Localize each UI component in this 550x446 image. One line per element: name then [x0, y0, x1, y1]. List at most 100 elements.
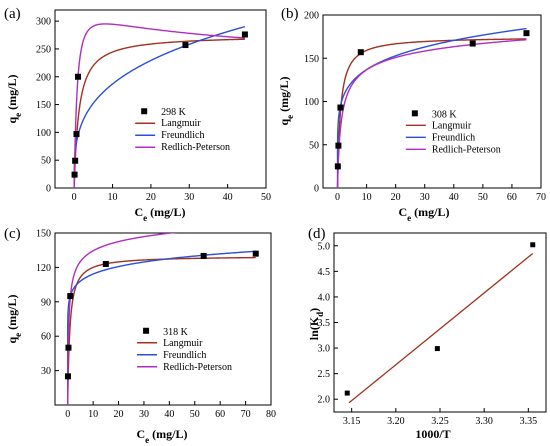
data-point	[357, 49, 364, 56]
legend-label: Langmuir	[432, 120, 472, 131]
x-tick-label: 30	[184, 192, 194, 203]
panel-label: (d)	[308, 226, 326, 242]
y-tick-label: 2.5	[318, 369, 331, 380]
data-point	[71, 171, 78, 178]
x-tick-label: 20	[114, 409, 124, 420]
data-point	[72, 157, 79, 164]
redlich-peterson-curve	[336, 38, 527, 188]
y-tick-label: 3.5	[318, 318, 331, 329]
data-point	[344, 390, 350, 396]
panel-label: (c)	[4, 226, 21, 242]
y-tick-label: 3.0	[318, 344, 331, 355]
x-tick-label: 40	[223, 192, 233, 203]
x-tick-label: 0	[335, 192, 340, 203]
redlich-peterson-curve	[73, 23, 245, 188]
langmuir-curve	[336, 38, 527, 188]
y-tick-label: 100	[36, 128, 51, 139]
y-tick-label: 100	[304, 97, 319, 108]
x-axis-label: Ce (mg/L)	[135, 205, 186, 223]
panel-c: 0 10 20 30 40 50 60 70 80 30 60 90 120 150 (c) Ce (mg/L…	[4, 226, 276, 445]
langmuir-curve	[73, 38, 245, 188]
legend-marker	[143, 327, 150, 334]
data-point	[182, 42, 189, 49]
y-tick-label: 50	[41, 156, 51, 167]
x-axis-label: Ce (mg/L)	[137, 427, 188, 445]
data-point	[102, 260, 109, 267]
x-tick-label: 3.20	[387, 416, 405, 427]
freundlich-curve	[73, 25, 246, 188]
data-point	[64, 373, 71, 380]
data-point	[523, 30, 530, 37]
data-point	[241, 31, 248, 38]
data-point	[334, 163, 341, 170]
x-tick-label: 50	[478, 192, 488, 203]
y-tick-label: 150	[36, 229, 51, 240]
data-point	[200, 252, 207, 259]
legend-label: Redlich-Peterson	[432, 144, 501, 155]
y-tick-label: 0	[314, 184, 319, 195]
y-tick-label: 4.0	[318, 292, 331, 303]
x-tick-label: 3.35	[520, 416, 538, 427]
panel-b: 0 10 20 30 40 50 60 70 0 50 100 150 200 (b) Ce (mg/L) q…	[277, 6, 546, 223]
x-tick-label: 20	[391, 192, 401, 203]
data-point	[469, 40, 476, 47]
legend-label: Redlich-Peterson	[163, 362, 232, 373]
y-axis-label: qe (mg/L)	[5, 294, 23, 343]
x-tick-label: 70	[536, 192, 546, 203]
fit-line	[348, 252, 534, 404]
legend-series-label: 318 K	[163, 327, 189, 338]
legend-series-label: 308 K	[432, 109, 458, 120]
legend-marker	[141, 108, 148, 115]
x-tick-label: 80	[266, 409, 276, 420]
freundlich-curve	[67, 250, 256, 405]
panel-label: (b)	[281, 6, 299, 22]
x-tick-label: 40	[449, 192, 459, 203]
y-axis-label: qe (mg/L)	[277, 76, 295, 125]
panel-label: (a)	[4, 6, 21, 22]
y-tick-label: 0	[46, 184, 51, 195]
x-tick-label: 50	[261, 192, 271, 203]
x-tick-label: 10	[362, 192, 372, 203]
x-axis-label: Ce (mg/L)	[399, 205, 450, 223]
x-tick-label: 70	[241, 409, 251, 420]
axes-frame	[54, 232, 272, 406]
data-point	[67, 293, 74, 300]
y-axis-label: qe (mg/L)	[5, 74, 23, 123]
data-point	[434, 346, 440, 352]
x-tick-label: 40	[164, 409, 174, 420]
data-point	[335, 142, 342, 149]
y-tick-label: 30	[41, 366, 51, 377]
panel-a: 0 10 20 30 40 50 0 50 100 150 200 250 300 (a) Ce (mg/L…	[4, 6, 271, 223]
y-tick-label: 200	[36, 72, 51, 83]
x-tick-label: 30	[420, 192, 430, 203]
y-tick-label: 5.0	[318, 241, 331, 252]
x-axis-label: 1000/T	[415, 427, 450, 441]
legend-label: Langmuir	[161, 118, 201, 129]
legend-label: Redlich-Peterson	[161, 142, 230, 153]
y-tick-label: 150	[304, 54, 319, 65]
x-tick-label: 3.25	[431, 416, 449, 427]
y-tick-label: 50	[309, 140, 319, 151]
x-tick-label: 60	[215, 409, 225, 420]
y-tick-label: 4.5	[318, 267, 331, 278]
y-tick-label: 90	[41, 297, 51, 308]
data-point	[73, 131, 80, 138]
data-point	[65, 344, 72, 351]
y-tick-label: 2.0	[318, 395, 331, 406]
legend-label: Freundlich	[163, 350, 206, 361]
x-tick-label: 0	[65, 409, 70, 420]
x-tick-label: 60	[507, 192, 517, 203]
x-tick-label: 20	[146, 192, 156, 203]
legend-label: Freundlich	[161, 130, 204, 141]
x-tick-label: 10	[108, 192, 118, 203]
x-tick-label: 50	[190, 409, 200, 420]
y-tick-label: 60	[41, 332, 51, 343]
data-point	[337, 104, 344, 111]
legend-label: Langmuir	[163, 338, 203, 349]
x-tick-label: 0	[72, 192, 77, 203]
redlich-peterson-curve	[67, 233, 178, 405]
legend-series-label: 298 K	[161, 107, 187, 118]
x-tick-label: 3.30	[475, 416, 493, 427]
legend-marker	[411, 110, 418, 117]
